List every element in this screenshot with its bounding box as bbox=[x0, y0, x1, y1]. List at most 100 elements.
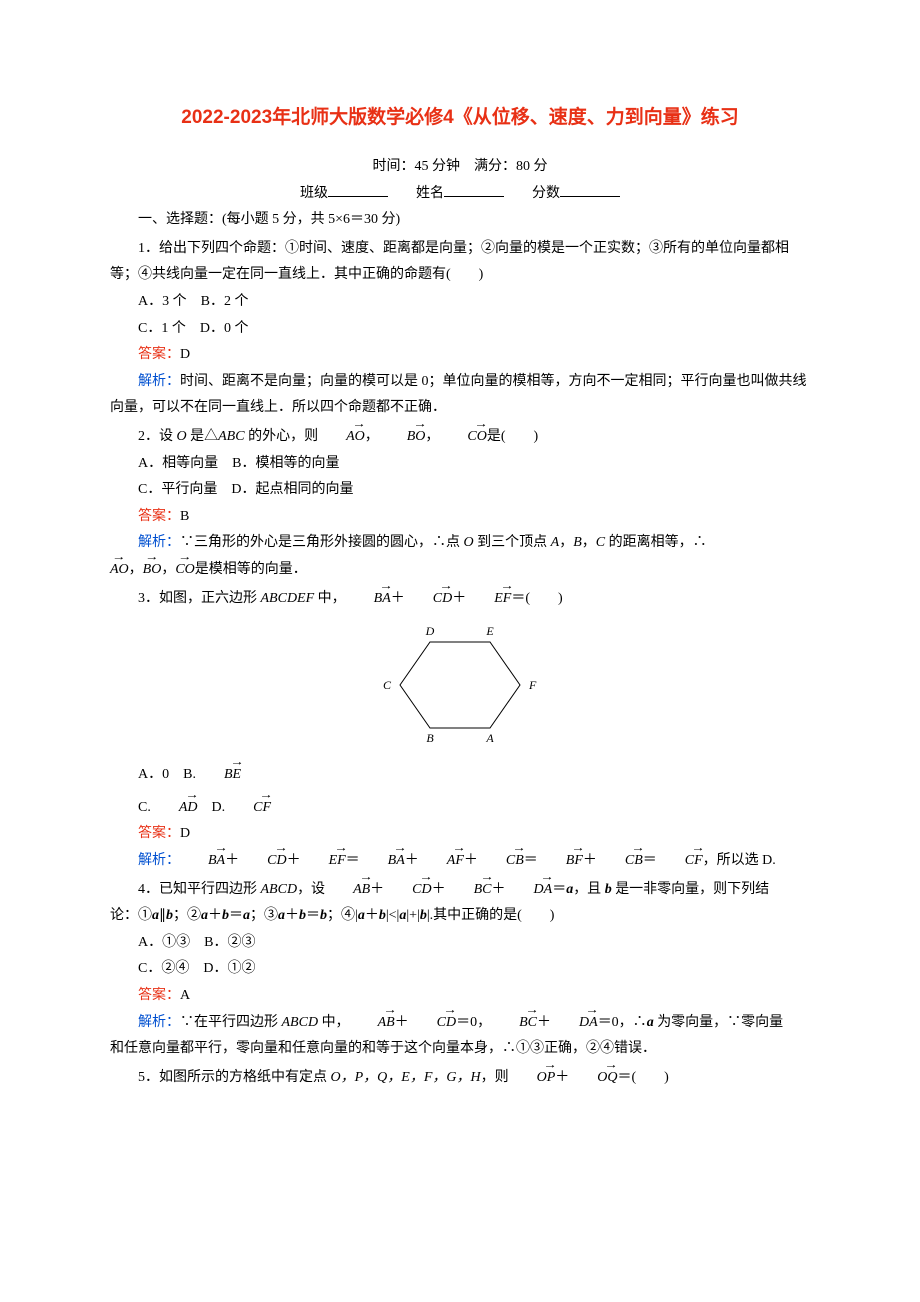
q4-stem-l2: 论：①a∥b；②a＋b＝a；③a＋b＝b；④|a＋b|<|a|+|b|.其中正确… bbox=[110, 903, 810, 930]
txt: ＝ bbox=[229, 908, 243, 923]
txt: 到三个顶点 bbox=[474, 535, 551, 550]
txt: ＝( ) bbox=[618, 1070, 669, 1085]
vec: CD bbox=[409, 1010, 456, 1037]
q4-analysis-p2: 和任意向量都平行，零向量和任意向量的和等于这个向量本身，∴①③正确，②④错误． bbox=[110, 1036, 810, 1063]
txt: 是( ) bbox=[487, 429, 538, 444]
txt: 3．如图，正六边形 bbox=[138, 591, 261, 606]
txt: 的距离相等，∴ bbox=[605, 535, 707, 550]
vec-AD: AD bbox=[151, 795, 198, 822]
answer-label: 答案： bbox=[138, 347, 180, 362]
hexagon-svg: D E F A B C bbox=[375, 620, 545, 750]
label-F: F bbox=[528, 678, 537, 692]
q1-options-cd: C．1 个 D．0 个 bbox=[110, 316, 810, 343]
analysis-label: 解析： bbox=[138, 853, 180, 868]
q2-analysis-p2: AO，BO，CO是模相等的向量． bbox=[110, 557, 810, 584]
section-1-header: 一、选择题：(每小题 5 分，共 5×6＝30 分) bbox=[110, 207, 810, 234]
txt: 论：① bbox=[110, 908, 152, 923]
q2-analysis-p1: 解析：∵三角形的外心是三角形外接圆的圆心，∴点 O 到三个顶点 A，B，C 的距… bbox=[110, 530, 810, 557]
var: a bbox=[647, 1015, 654, 1030]
vec-OP: OP bbox=[509, 1065, 556, 1092]
q1-options-ab: A．3 个 B．2 个 bbox=[110, 289, 810, 316]
txt: 是模相等的向量． bbox=[195, 562, 307, 577]
var-ABCDEF: ABCDEF bbox=[261, 591, 315, 606]
q2-options-cd: C．平行向量 D．起点相同的向量 bbox=[110, 477, 810, 504]
vec-BE: BE bbox=[196, 762, 241, 789]
var: b bbox=[299, 908, 306, 923]
txt: ；④| bbox=[327, 908, 358, 923]
txt: ∵在平行四边形 bbox=[180, 1015, 282, 1030]
txt: 是△ bbox=[187, 429, 219, 444]
class-label: 班级 bbox=[300, 186, 328, 201]
var-C: C bbox=[596, 535, 605, 550]
q3-stem: 3．如图，正六边形 ABCDEF 中，BA＋CD＋EF＝( ) bbox=[110, 586, 810, 613]
answer-value: A bbox=[180, 988, 190, 1003]
q4-opt-c: C．②④ bbox=[138, 961, 189, 976]
txt: 5．如图所示的方格纸中有定点 bbox=[138, 1070, 331, 1085]
vec: DA bbox=[551, 1010, 598, 1037]
var-ABC: ABC bbox=[218, 429, 244, 444]
txt: |+| bbox=[406, 908, 420, 923]
txt: 中， bbox=[314, 591, 346, 606]
vec-CO: CO bbox=[175, 557, 194, 584]
vec-BO: BO bbox=[143, 557, 162, 584]
var: a bbox=[243, 908, 250, 923]
time-label: 时间：45 分钟 bbox=[373, 159, 461, 174]
answer-label: 答案： bbox=[138, 988, 180, 1003]
q4-analysis-p1: 解析：∵在平行四边形 ABCD 中，AB＋CD＝0，BC＋DA＝0，∴a 为零向… bbox=[110, 1010, 810, 1037]
txt: ＋ bbox=[285, 908, 299, 923]
question-1: 1．给出下列四个命题：①时间、速度、距离都是向量；②向量的模是一个正实数；③所有… bbox=[110, 236, 810, 422]
q2-answer: 答案：B bbox=[110, 504, 810, 531]
vec: AB bbox=[325, 877, 370, 904]
txt: 是一非零向量，则下列结 bbox=[612, 882, 770, 897]
txt: ∵三角形的外心是三角形外接圆的圆心，∴点 bbox=[180, 535, 464, 550]
var-b: b bbox=[605, 882, 612, 897]
var: b bbox=[379, 908, 386, 923]
name-label: 姓名 bbox=[416, 186, 444, 201]
q1-opt-b: B．2 个 bbox=[201, 294, 249, 309]
q4-options-cd: C．②④ D．①② bbox=[110, 956, 810, 983]
q4-options-ab: A．①③ B．②③ bbox=[110, 930, 810, 957]
txt: 为零向量，∵零向量 bbox=[654, 1015, 784, 1030]
txt: ，则 bbox=[481, 1070, 509, 1085]
var-B: B bbox=[573, 535, 582, 550]
txt: ＋ bbox=[365, 908, 379, 923]
txt: ∥ bbox=[159, 908, 166, 923]
q1-opt-d: D．0 个 bbox=[200, 321, 249, 336]
txt: ，且 bbox=[573, 882, 605, 897]
txt: ＝ bbox=[306, 908, 320, 923]
answer-value: B bbox=[180, 509, 189, 524]
q2-opt-a: A．相等向量 bbox=[138, 456, 218, 471]
var: a bbox=[358, 908, 365, 923]
label-E: E bbox=[485, 624, 494, 638]
txt: ，所以选 D. bbox=[703, 853, 776, 868]
var-A: A bbox=[551, 535, 560, 550]
txt: ＋ bbox=[208, 908, 222, 923]
label-A: A bbox=[485, 731, 494, 745]
hexagon-shape bbox=[400, 642, 520, 728]
txt: 的外心，则 bbox=[245, 429, 319, 444]
vec: CD bbox=[239, 848, 286, 875]
vec: CB bbox=[597, 848, 643, 875]
question-4: 4．已知平行四边形 ABCD，设AB＋CD＋BC＋DA＝a，且 b 是一非零向量… bbox=[110, 877, 810, 1063]
question-2: 2．设 O 是△ABC 的外心，则AO，BO，CO是( ) A．相等向量 B．模… bbox=[110, 424, 810, 584]
page-title: 2022-2023年北师大版数学必修4《从位移、速度、力到向量》练习 bbox=[110, 100, 810, 136]
q4-opt-d: D．①② bbox=[203, 961, 255, 976]
name-blank bbox=[444, 181, 504, 196]
answer-label: 答案： bbox=[138, 509, 180, 524]
vec: BA bbox=[180, 848, 225, 875]
q4-opt-b: B．②③ bbox=[204, 935, 255, 950]
q3-options-ab: A．0 B.BE bbox=[110, 762, 810, 789]
var: ABCD bbox=[282, 1015, 319, 1030]
analysis-label: 解析： bbox=[138, 374, 180, 389]
q2-stem: 2．设 O 是△ABC 的外心，则AO，BO，CO是( ) bbox=[110, 424, 810, 451]
vec-BA: BA bbox=[346, 586, 391, 613]
q5-stem: 5．如图所示的方格纸中有定点 O，P，Q，E，F，G，H，则OP＋OQ＝( ) bbox=[110, 1065, 810, 1092]
vec: CD bbox=[384, 877, 431, 904]
q1-answer: 答案：D bbox=[110, 342, 810, 369]
meta-fields: 班级 姓名 分数 bbox=[110, 181, 810, 208]
score-label: 分数 bbox=[532, 186, 560, 201]
q1-analysis: 解析：时间、距离不是向量；向量的模可以是 0；单位向量的模相等，方向不一定相同；… bbox=[110, 369, 810, 422]
question-3: 3．如图，正六边形 ABCDEF 中，BA＋CD＋EF＝( ) D E F A … bbox=[110, 586, 810, 875]
q1-opt-a: A．3 个 bbox=[138, 294, 187, 309]
vec-AO: AO bbox=[110, 557, 129, 584]
